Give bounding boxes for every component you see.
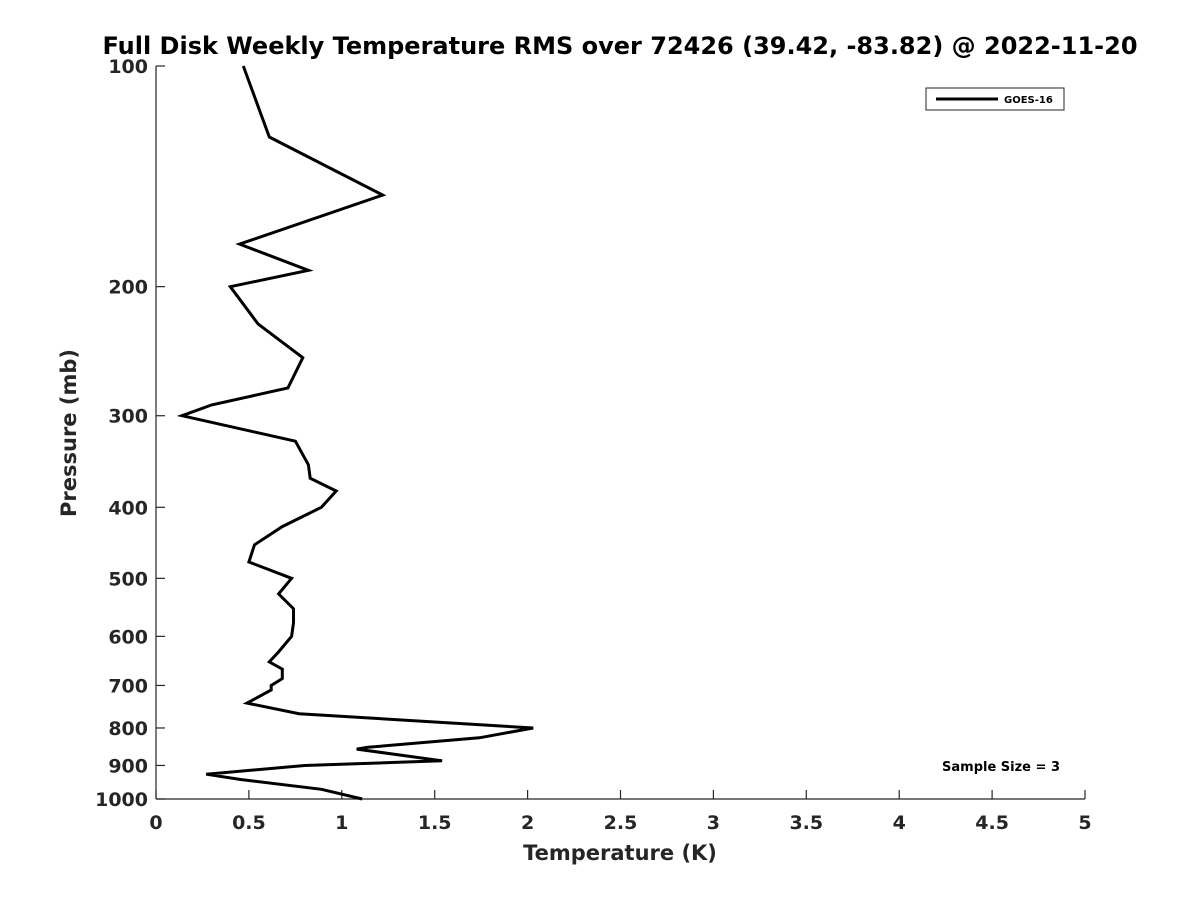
chart-title: Full Disk Weekly Temperature RMS over 72… (102, 32, 1137, 60)
x-tick-label: 2 (521, 812, 534, 834)
plot-area: 0 0.5 1 1.5 2 2.5 3 3.5 4 4.5 5 100 200 300 400 500 600 7… (95, 56, 1092, 834)
x-tick-label: 3.5 (789, 812, 823, 834)
x-tick-label: 1.5 (418, 812, 452, 834)
y-tick-label: 100 (108, 56, 148, 78)
x-tick-label: 2.5 (604, 812, 638, 834)
x-tick-label: 5 (1078, 812, 1091, 834)
x-axis-label: Temperature (K) (523, 841, 717, 865)
x-tick-label: 4.5 (975, 812, 1009, 834)
legend-label-goes16: GOES-16 (1004, 95, 1053, 106)
series-line-goes16 (176, 65, 534, 801)
y-tick-label: 500 (108, 568, 148, 590)
y-tick-label: 600 (108, 626, 148, 648)
y-tick-label: 300 (108, 406, 148, 428)
y-tick-label: 1000 (95, 789, 148, 811)
y-tick-label: 200 (108, 277, 148, 299)
x-tick-label: 3 (707, 812, 720, 834)
y-tick-label: 800 (108, 718, 148, 740)
x-tick-label: 1 (335, 812, 348, 834)
y-tick-label: 700 (108, 675, 148, 697)
y-tick-label: 900 (108, 755, 148, 777)
x-tick-label: 4 (893, 812, 906, 834)
x-tick-label: 0.5 (232, 812, 266, 834)
y-axis-label: Pressure (mb) (57, 349, 81, 517)
x-tick-label: 0 (149, 812, 162, 834)
y-tick-label: 400 (108, 497, 148, 519)
sample-size-annotation: Sample Size = 3 (942, 760, 1060, 775)
